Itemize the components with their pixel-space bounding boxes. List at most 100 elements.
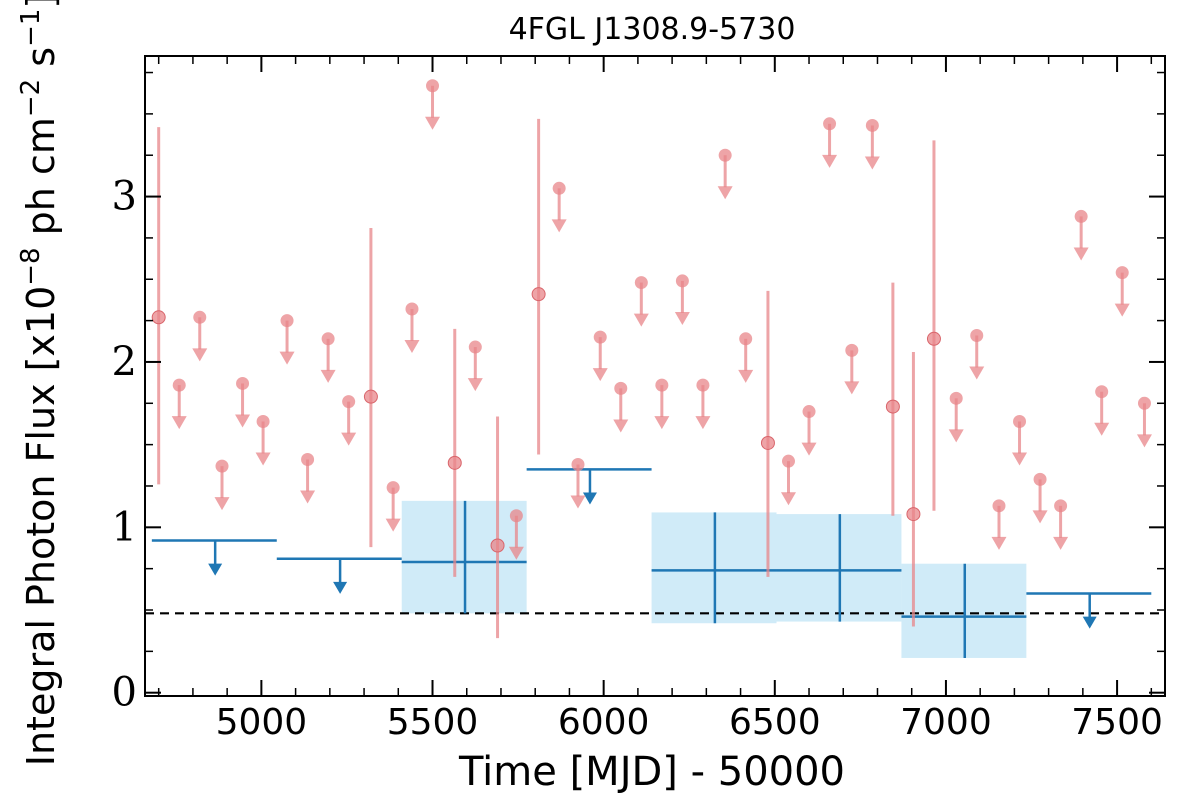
plot-content <box>145 79 1165 658</box>
y-tick-label: 3 <box>112 174 137 220</box>
y-axis-label-exp2: −2 <box>16 79 46 117</box>
monthly-upper-limit-point <box>655 378 669 392</box>
monthly-upper-limit-point <box>970 328 984 342</box>
monthly-upper-limit-arrow <box>864 156 880 170</box>
monthly-point <box>760 435 775 450</box>
monthly-upper-limit-point <box>614 381 628 395</box>
monthly-upper-limit-arrow <box>991 536 1007 550</box>
monthly-upper-limit-point <box>992 499 1006 513</box>
monthly-upper-limit-arrow <box>801 442 817 456</box>
monthly-upper-limit-point <box>321 332 335 346</box>
monthly-upper-limit-point <box>386 481 400 495</box>
y-axis-label-part1: Integral Photon Flux [x10 <box>19 286 63 767</box>
monthly-upper-limit-point <box>1013 414 1027 428</box>
monthly-upper-limit-arrow <box>320 369 336 383</box>
monthly-upper-limit-arrow <box>969 366 985 380</box>
monthly-upper-limit-point <box>193 310 207 324</box>
monthly-upper-limit-point <box>172 378 186 392</box>
monthly-upper-limit-arrow <box>780 492 796 506</box>
monthly-upper-limit-arrow <box>425 116 441 130</box>
monthly-upper-limit-arrow <box>235 414 251 428</box>
monthly-upper-limit-point <box>593 330 607 344</box>
monthly-upper-limit-arrow <box>844 381 860 395</box>
y-tick-label: 0 <box>112 670 137 716</box>
yearly-upper-limit-arrow <box>1082 616 1097 629</box>
monthly-upper-limit-point <box>781 454 795 468</box>
monthly-upper-limit-point <box>739 332 753 346</box>
monthly-upper-limit-point <box>823 117 837 131</box>
x-tick-label: 6500 <box>729 702 821 743</box>
monthly-upper-limit-point <box>236 376 250 390</box>
monthly-upper-limit-point <box>675 274 689 288</box>
monthly-upper-limit-point <box>571 457 585 471</box>
monthly-upper-limit-point <box>342 395 356 409</box>
monthly-upper-limit-arrow <box>255 452 271 466</box>
monthly-upper-limit-point <box>215 459 229 473</box>
monthly-upper-limit-arrow <box>674 311 690 325</box>
monthly-upper-limit-arrow <box>551 219 567 233</box>
y-axis-label-part3: s <box>19 47 63 79</box>
monthly-point <box>490 538 505 553</box>
y-tick-label: 1 <box>112 504 137 550</box>
monthly-upper-limit-arrow <box>570 495 586 509</box>
yearly-upper-limit-arrow <box>208 563 223 576</box>
monthly-upper-limit-arrow <box>738 369 754 383</box>
monthly-upper-limit-point <box>280 314 294 328</box>
monthly-upper-limit-point <box>1033 472 1047 486</box>
monthly-point <box>885 399 900 414</box>
monthly-upper-limit-arrow <box>404 340 420 354</box>
x-tick-label: 7000 <box>900 702 992 743</box>
monthly-upper-limit-arrow <box>385 518 401 532</box>
x-tick-label: 7500 <box>1071 702 1163 743</box>
monthly-point <box>926 331 941 346</box>
monthly-point <box>531 287 546 302</box>
monthly-upper-limit-arrow <box>695 416 711 430</box>
monthly-upper-limit-arrow <box>717 186 733 200</box>
monthly-upper-limit-point <box>256 414 270 428</box>
monthly-upper-limit-point <box>696 378 710 392</box>
monthly-upper-limit-arrow <box>279 351 295 365</box>
y-tick-label: 2 <box>112 339 137 385</box>
monthly-point <box>151 310 166 325</box>
monthly-upper-limit-arrow <box>341 432 357 446</box>
monthly-upper-limit-arrow <box>948 429 964 443</box>
monthly-upper-limit-arrow <box>192 348 208 362</box>
monthly-upper-limit-point <box>1095 385 1109 399</box>
monthly-upper-limit-arrow <box>214 497 230 511</box>
yearly-upper-limit-arrow <box>333 581 348 594</box>
x-tick-label: 5000 <box>216 702 308 743</box>
monthly-upper-limit-point <box>718 148 732 162</box>
monthly-upper-limit-point <box>802 405 816 419</box>
monthly-upper-limit-point <box>1074 209 1088 223</box>
monthly-upper-limit-arrow <box>654 416 670 430</box>
chart-title: 4FGL J1308.9-5730 <box>509 12 796 47</box>
monthly-upper-limit-arrow <box>467 378 483 392</box>
monthly-upper-limit-arrow <box>1032 510 1048 524</box>
monthly-point <box>447 455 462 470</box>
monthly-upper-limit-arrow <box>822 154 838 168</box>
y-axis-label-exp1: −8 <box>16 247 46 285</box>
monthly-point <box>906 507 921 522</box>
monthly-upper-limit-point <box>301 453 315 467</box>
y-axis-label: Integral Photon Flux [x10−8 ph cm−2 s−1] <box>16 0 63 766</box>
monthly-upper-limit-arrow <box>633 313 649 327</box>
monthly-upper-limit-arrow <box>613 419 629 433</box>
monthly-upper-limit-arrow <box>1073 247 1089 261</box>
x-axis-label: Time [MJD] - 50000 <box>458 749 845 795</box>
x-tick-label: 5500 <box>387 702 479 743</box>
monthly-upper-limit-point <box>865 118 879 132</box>
y-axis-label-part2: ph cm <box>19 117 63 247</box>
monthly-upper-limit-point <box>1054 499 1068 513</box>
monthly-upper-limit-arrow <box>300 490 316 504</box>
monthly-upper-limit-arrow <box>1094 422 1110 436</box>
monthly-upper-limit-arrow <box>171 416 187 430</box>
monthly-upper-limit-arrow <box>592 368 608 382</box>
monthly-upper-limit-point <box>468 340 482 354</box>
monthly-upper-limit-arrow <box>1053 536 1069 550</box>
monthly-upper-limit-point <box>845 343 859 357</box>
monthly-upper-limit-arrow <box>1136 434 1152 448</box>
x-tick-label: 6000 <box>558 702 650 743</box>
monthly-upper-limit-point <box>405 302 419 316</box>
monthly-upper-limit-point <box>634 276 648 290</box>
monthly-point <box>363 389 378 404</box>
